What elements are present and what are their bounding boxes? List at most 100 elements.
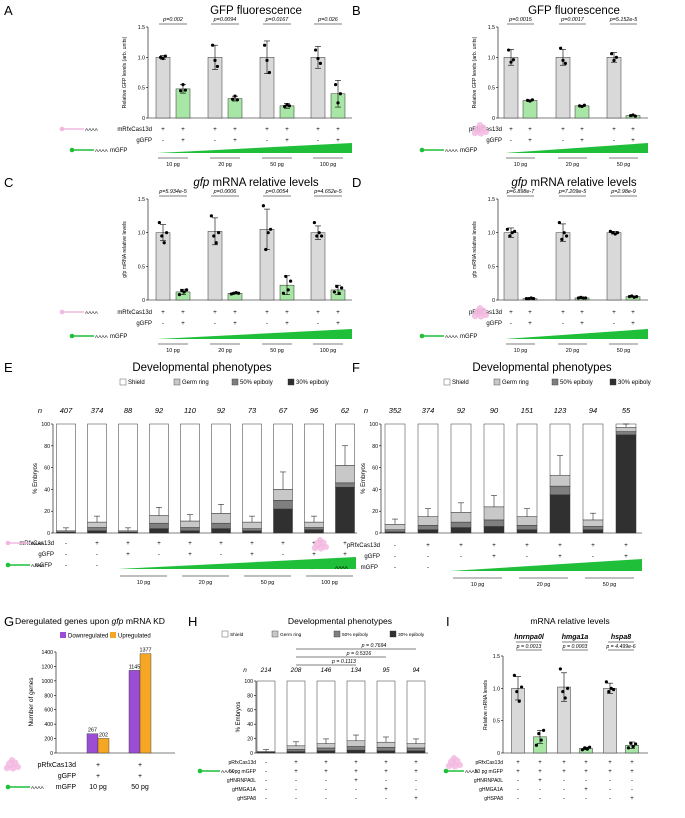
panel-E-row1-sign: + (126, 540, 130, 547)
panel-G-legend-label: Upregulated (118, 634, 151, 640)
panel-F-stack-segment (549, 494, 571, 534)
panel-H-stack-segment (316, 750, 336, 754)
panel-E-row3-sign: - (65, 562, 67, 569)
panel-I-cas13d-protein-icon-blob (457, 762, 463, 768)
panel-B-data-point (631, 113, 635, 117)
panel-D-row-label-3: mGFP (460, 334, 477, 340)
panel-C-title: gfp mRNA relative levels (193, 177, 319, 189)
panel-A-row2-sign: + (181, 137, 185, 144)
panel-D-p-value: p=6.898e-7 (506, 189, 535, 195)
panel-I-row-sign: + (562, 769, 566, 775)
panel-A-data-point (287, 104, 291, 108)
panel-B-p-value: p=5.152e-5 (609, 17, 638, 23)
panel-F-row1-sign: + (492, 542, 496, 549)
panel-F-row1-sign: + (558, 542, 562, 549)
panel-E-stack-segment (304, 527, 324, 530)
panel-C-row2-sign: - (162, 320, 164, 327)
panel-I-data-point (537, 732, 541, 736)
panel-I-row-sign: - (609, 787, 611, 793)
panel-H-y-tick-label: 60 (247, 708, 253, 714)
panel-I-data-point (561, 689, 565, 694)
panel-H-row-sign: + (384, 760, 388, 766)
panel-I-data-point (631, 744, 635, 749)
panel-D-row1-sign: + (580, 309, 584, 316)
panel-H-stack-segment (376, 750, 396, 754)
panel-B-dose-label: 20 pg (566, 162, 580, 168)
panel-D-row2-sign: - (562, 320, 564, 327)
panel-H-row-sign: - (265, 778, 267, 784)
panel-D-cas13d-protein-icon-blob (477, 305, 483, 311)
panel-E-row-label-3: mGFP (35, 563, 52, 569)
panel-F-row3-sign: - (427, 564, 429, 571)
panel-H-y-label: % Embryos (236, 702, 242, 733)
panel-F-stack-segment (615, 427, 637, 432)
panel-D-p-value: p=7.209e-5 (558, 189, 587, 195)
panel-C-data-point (320, 234, 324, 238)
panel-H-row-sign: - (355, 787, 357, 793)
panel-D-data-point (513, 229, 517, 233)
panel-B-y-tick-label: 0.5 (488, 86, 495, 92)
panel-E-dose-label: 50 pg (261, 580, 275, 586)
panel-B-y-tick-label: 1.5 (488, 25, 495, 31)
panel-H-n-value: 208 (290, 667, 302, 674)
panel-B-row2-sign: - (613, 137, 615, 144)
panel-A-row2-sign: - (317, 137, 319, 144)
panel-D-dose-label: 50 pg (617, 348, 631, 354)
panel-F-n-value: 90 (490, 406, 499, 415)
panel-H-row-sign: + (414, 760, 418, 766)
panel-B-data-point (559, 46, 563, 50)
panel-E-stack-segment (180, 423, 200, 522)
panel-C-data-point (332, 290, 336, 294)
panel-I-row-sign: - (539, 787, 541, 793)
panel-D-row1-sign: + (528, 309, 532, 316)
panel-B-row-label-2: gGFP (486, 138, 502, 144)
panel-F-dose-label: 20 pg (537, 582, 551, 588)
panel-G-y-tick-label: 1000 (41, 679, 53, 685)
panel-E-stack-segment (180, 520, 200, 528)
panel-G-title-pre: Deregulated genes upon (15, 616, 112, 626)
panel-C-data-point (284, 274, 288, 279)
panel-I-p-value: p = 4.499e-6 (605, 644, 635, 650)
panel-E-y-tick-label: 60 (44, 466, 50, 472)
panel-F-row2-sign: + (558, 553, 562, 560)
panel-I-gene-name: hmga1a (562, 634, 589, 641)
panel-G-cas13d-protein-icon-blob (15, 764, 21, 770)
panel-D-row1-sign: + (509, 309, 513, 316)
panel-B-row2-sign: + (528, 137, 532, 144)
panel-G-value-label: 1145 (129, 664, 141, 670)
panel-C-data-point (214, 241, 218, 245)
panel-A-data-point (314, 48, 318, 52)
panel-F-n-value: 55 (622, 406, 631, 415)
panel-F-stack-segment (516, 529, 538, 534)
panel-I-row-sign: + (538, 769, 542, 775)
panel-A-y-tick-label: 0.5 (138, 86, 145, 92)
panel-A-data-point (215, 64, 219, 69)
panel-D-row1-sign: + (612, 309, 616, 316)
panel-A-data-point (181, 83, 185, 87)
panel-E-stack-segment (87, 527, 107, 532)
panel-C-row1-sign: + (336, 309, 340, 316)
panel-B-data-point (563, 61, 568, 65)
panel-C-data-point (165, 231, 169, 235)
panel-A-data-point (316, 56, 320, 61)
panel-E-cas13d-mrna-icon-cap (5, 540, 11, 546)
panel-H-stack-segment (406, 750, 426, 754)
panel-E-n-value: 67 (279, 406, 288, 415)
panel-F-n-value: 94 (589, 406, 597, 415)
panel-C-row-label-3: mGFP (110, 334, 127, 340)
panel-I-row-sign: + (584, 769, 588, 775)
panel-D-data-point (557, 220, 562, 225)
panel-E-y-tick-label: 80 (44, 444, 50, 450)
panel-I-row-sign: - (585, 796, 587, 802)
panel-B-y-tick-label: 0 (492, 116, 495, 122)
panel-F-n-value: 92 (457, 406, 466, 415)
panel-E-legend-label: Shield (128, 380, 145, 386)
panel-E-row2-sign: - (96, 551, 98, 558)
panel-C-data-point (212, 234, 216, 238)
panel-I-data-point (634, 742, 638, 746)
panel-I-data-point (585, 747, 589, 751)
panel-C-p-value: p=0.0054 (265, 189, 289, 195)
panel-H-row-sign: - (295, 796, 297, 802)
panel-B-dose-ramp (505, 143, 648, 153)
panel-G-legend-label: Downregulated (68, 634, 108, 640)
